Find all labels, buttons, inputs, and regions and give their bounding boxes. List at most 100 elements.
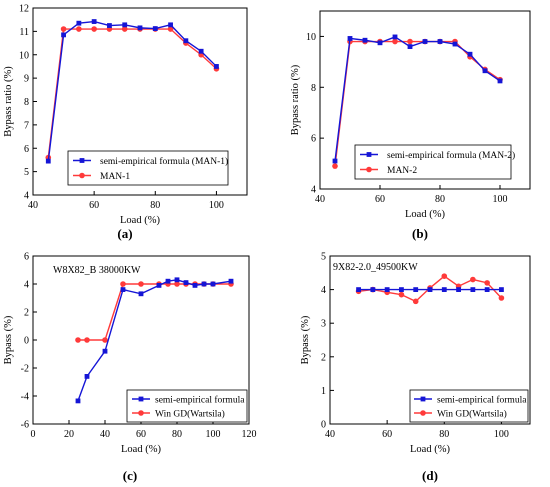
x-axis-label: Load (%) xyxy=(121,444,161,455)
data-point-square xyxy=(370,287,376,292)
x-tick-label: 80 xyxy=(150,200,160,211)
data-point-square xyxy=(470,287,476,292)
y-tick-label: 10 xyxy=(306,32,316,43)
x-tick-label: 100 xyxy=(206,429,221,440)
y-tick-label: 0 xyxy=(321,420,326,431)
x-tick-label: 80 xyxy=(435,194,445,205)
x-tick-label: 80 xyxy=(439,429,449,440)
data-point-square xyxy=(392,34,398,40)
data-point-square xyxy=(84,374,90,379)
data-point-square xyxy=(484,287,490,292)
x-tick-label: 80 xyxy=(172,429,182,440)
data-point-square xyxy=(107,23,112,28)
data-point-square xyxy=(152,26,158,31)
data-point-square xyxy=(183,280,189,285)
y-tick-label: 5 xyxy=(321,252,326,263)
data-point-circle xyxy=(398,291,405,298)
data-point-square xyxy=(467,51,473,57)
data-point-square xyxy=(427,287,433,292)
legend-swatch-square xyxy=(138,396,144,402)
y-tick-label: 10 xyxy=(19,50,29,61)
data-point-square xyxy=(407,44,413,49)
data-point-square xyxy=(75,398,81,404)
legend-label: semi-empirical formula xyxy=(437,395,527,406)
y-tick-label: 3 xyxy=(321,319,326,330)
y-tick-label: 6 xyxy=(24,252,29,263)
data-point-circle xyxy=(441,273,448,279)
data-point-circle xyxy=(102,337,108,343)
chart-panel-b: 40 60 80 100 4 6 8 10 Load (%) Bypass ratio (%) se… xyxy=(290,10,531,241)
panel-label: (c) xyxy=(123,468,137,483)
legend-box xyxy=(354,144,512,180)
y-axis-label: Bypass (%) xyxy=(3,315,14,364)
y-tick-label: 11 xyxy=(19,27,29,38)
series-line xyxy=(78,283,231,341)
y-tick-label: 7 xyxy=(24,120,29,131)
legend-swatch-circle xyxy=(420,410,426,416)
data-point-square xyxy=(91,19,97,24)
y-tick-label: 4 xyxy=(24,191,29,202)
data-point-square xyxy=(497,78,503,84)
data-point-square xyxy=(122,22,128,28)
data-point-square xyxy=(165,278,171,284)
data-point-circle xyxy=(392,38,398,45)
legend: semi-empirical formula Win GD(Wartsila) xyxy=(409,389,529,423)
legend-box xyxy=(67,150,229,186)
y-tick-label: -2 xyxy=(21,364,29,375)
legend-label: MAN-1 xyxy=(100,172,130,182)
legend-swatch-square xyxy=(79,158,85,163)
data-point-square xyxy=(192,283,198,288)
data-point-square xyxy=(422,39,428,44)
data-point-circle xyxy=(174,281,180,287)
data-point-square xyxy=(214,64,219,69)
panel-label: (d) xyxy=(422,468,438,483)
data-point-circle xyxy=(91,26,97,32)
data-point-square xyxy=(137,25,143,31)
y-tick-label: 4 xyxy=(24,280,29,291)
legend-label: semi-empirical formula xyxy=(155,395,245,406)
legend: semi-empirical formula Win GD(Wartsila) xyxy=(126,389,248,423)
panel-label: (a) xyxy=(117,226,132,241)
x-tick-label: 120 xyxy=(242,429,257,440)
data-point-square xyxy=(198,48,204,54)
data-point-square xyxy=(482,68,488,74)
y-tick-label: 2 xyxy=(24,308,29,319)
legend-label: semi-empirical formula (MAN-1) xyxy=(100,156,228,167)
data-point-circle xyxy=(407,38,413,45)
y-axis-label: Bypass ratio (%) xyxy=(290,64,301,135)
data-point-circle xyxy=(84,337,90,343)
legend-swatch-square xyxy=(420,396,426,402)
data-point-square xyxy=(201,281,207,287)
data-point-circle xyxy=(167,26,174,32)
series-line xyxy=(334,36,501,162)
y-tick-label: 9 xyxy=(24,74,29,85)
y-tick-label: 8 xyxy=(311,83,316,94)
chart-panel-a: 40 60 80 100 4 5 6 7 8 9 10 11 12 Load (%) Bypass rati… xyxy=(3,4,248,241)
x-tick-label: 40 xyxy=(28,200,38,211)
legend-swatch-circle xyxy=(138,410,144,416)
y-tick-label: 8 xyxy=(24,97,29,108)
x-tick-label: 100 xyxy=(493,194,508,205)
x-tick-label: 100 xyxy=(494,429,509,440)
legend-label: Win GD(Wartsila) xyxy=(437,409,507,420)
data-point-circle xyxy=(484,280,490,286)
data-point-square xyxy=(452,41,458,47)
y-tick-label: -6 xyxy=(21,420,29,431)
x-tick-label: 60 xyxy=(382,429,392,440)
data-point-square xyxy=(210,281,216,287)
data-point-square xyxy=(228,278,234,284)
data-point-square xyxy=(76,20,82,26)
data-point-square xyxy=(102,348,108,354)
y-axis-label: Bypass ratio (%) xyxy=(3,66,14,137)
data-point-circle xyxy=(332,163,338,169)
x-tick-label: 60 xyxy=(375,194,385,205)
x-tick-label: 40 xyxy=(325,429,335,440)
data-point-circle xyxy=(121,26,128,32)
data-point-square xyxy=(156,283,162,288)
chart-annotation: W8X82_B 38000KW xyxy=(53,265,141,276)
plot-frame xyxy=(329,255,531,425)
legend-swatch-circle xyxy=(79,172,85,179)
y-tick-label: 1 xyxy=(321,386,326,397)
data-point-square xyxy=(456,287,461,292)
